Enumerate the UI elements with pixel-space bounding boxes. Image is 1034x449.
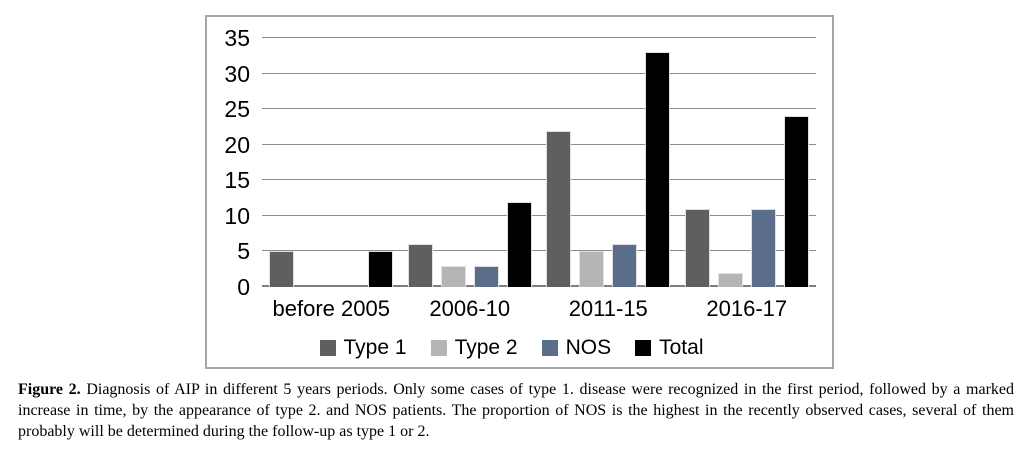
gridline [262,108,816,110]
bar-type-1 [269,251,295,287]
gridline [262,37,816,38]
bar-total [506,201,532,287]
bar-type-2 [440,265,466,287]
gridline [262,250,816,252]
legend-label: NOS [565,336,612,359]
bar-type-1 [546,130,572,287]
x-axis-labels: before 2005 2006-10 2011-15 2016-17 [262,287,816,331]
bar-group [262,17,401,287]
legend-swatch [430,340,447,356]
gridline [262,214,816,216]
bar-groups [262,17,816,287]
legend-swatch [319,340,336,356]
y-tick-label: 25 [224,96,250,123]
bar-type-1 [684,208,710,287]
y-tick-label: 10 [224,202,250,229]
plot-row: 0 5 10 15 20 25 30 35 [207,17,816,300]
legend-item: NOS [541,336,612,360]
y-axis-labels: 0 5 10 15 20 25 30 35 [207,17,262,300]
gridline [262,179,816,181]
x-axis-label: before 2005 [272,296,390,321]
bar-type-2 [717,272,743,287]
legend-label: Type 1 [343,336,407,359]
bar-type-1 [407,244,433,287]
figure-caption: Figure 2. Diagnosis of AIP in different … [18,379,1014,442]
legend-label: Type 2 [454,336,518,359]
y-tick-label: 0 [237,274,250,300]
bar-total [783,116,809,287]
y-tick-label: 15 [224,167,250,194]
bar-group [539,17,678,287]
legend-swatch [635,340,652,356]
bar-nos [750,208,776,287]
x-axis-label: 2016-17 [706,296,788,321]
y-tick-label: 30 [224,60,250,87]
bar-total [645,52,671,287]
legend-label: Total [659,336,704,359]
bar-nos [473,265,499,287]
plot-area [262,17,816,287]
x-axis-label: 2011-15 [568,296,648,321]
figure-caption-text: Diagnosis of AIP in different 5 years pe… [18,381,1015,440]
legend-item: Type 2 [430,336,518,360]
gridline [262,143,816,145]
bar-type-2 [579,251,605,287]
legend-swatch [541,340,558,356]
legend-item: Type 1 [319,336,407,360]
gridline [262,72,816,74]
x-axis-label: 2006-10 [429,296,511,321]
bar-total [368,251,394,287]
bar-chart: 0 5 10 15 20 25 30 35 before 2005 2006-10 2011-15… [205,15,834,369]
x-axis-line [262,285,816,287]
legend-item: Total [635,336,703,360]
bar-nos [612,244,638,287]
y-tick-label: 20 [224,131,250,158]
bar-group [678,17,817,287]
y-tick-label: 5 [237,238,250,265]
bar-group [401,17,540,287]
chart-legend: Type 1 Type 2 NOS Total [207,331,816,365]
y-tick-label: 35 [224,25,250,51]
figure-caption-label: Figure 2. [18,381,81,398]
